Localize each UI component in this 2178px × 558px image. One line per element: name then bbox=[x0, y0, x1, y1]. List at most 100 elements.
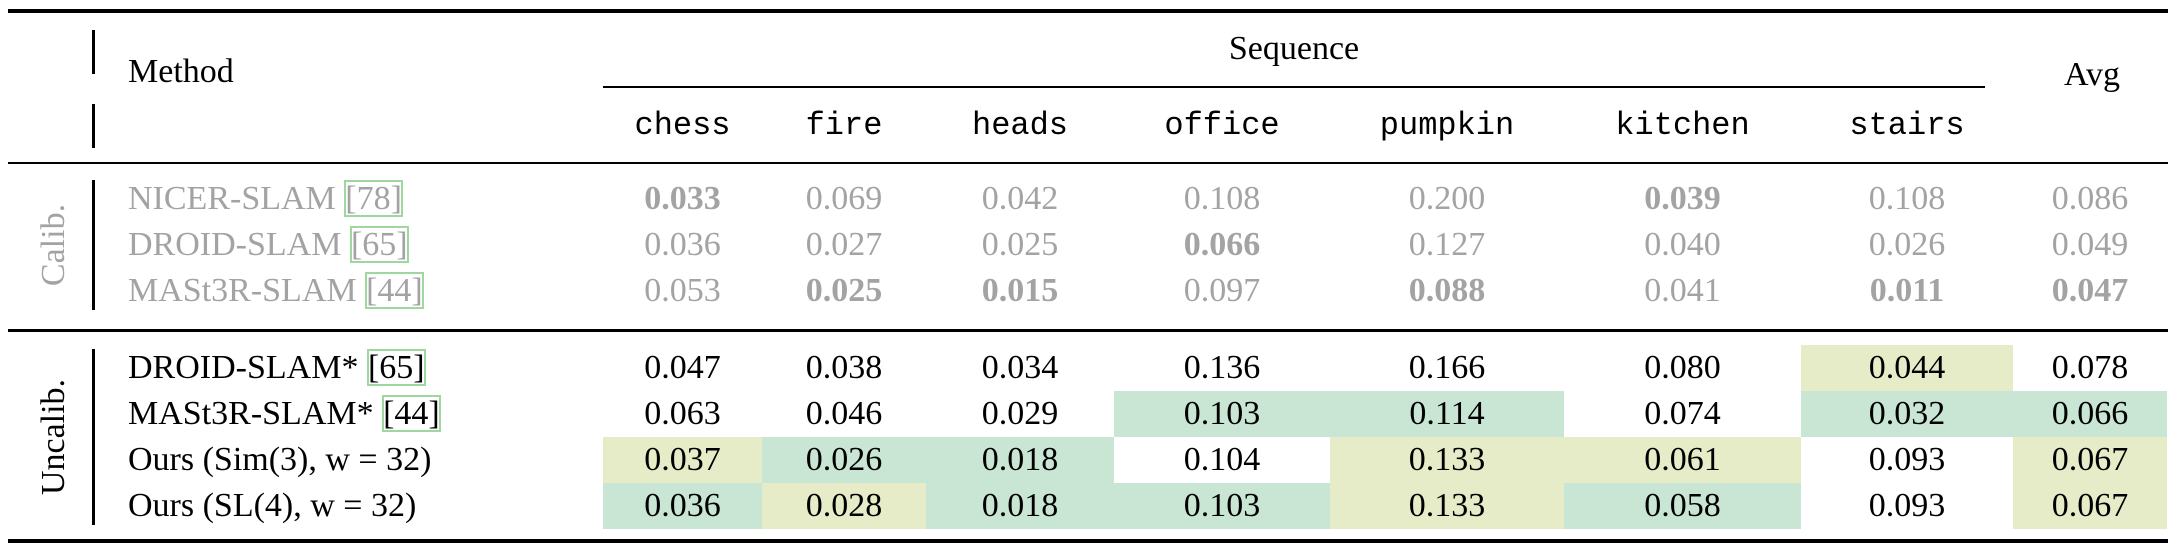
cell-value: 0.200 bbox=[1408, 180, 1486, 217]
method-name: DROID-SLAM [65] bbox=[128, 222, 409, 268]
cell-highlight bbox=[603, 437, 762, 483]
cell-value: 0.042 bbox=[981, 180, 1059, 217]
cell-highlight bbox=[1114, 391, 1330, 437]
cell-highlight bbox=[762, 483, 926, 529]
header-divider bbox=[92, 30, 95, 74]
group-label: Uncalib. bbox=[35, 378, 72, 496]
cell-value: 0.093 bbox=[1868, 487, 1946, 524]
group-divider bbox=[92, 349, 95, 525]
method-name: NICER-SLAM [78] bbox=[128, 176, 403, 222]
column-header: heads bbox=[971, 107, 1069, 144]
cell-highlight bbox=[2013, 437, 2167, 483]
cell-value: 0.029 bbox=[981, 395, 1059, 432]
bottom-rule bbox=[8, 539, 2168, 543]
method-text: NICER-SLAM bbox=[128, 180, 336, 217]
cell-value: 0.047 bbox=[2051, 272, 2129, 309]
cell-highlight bbox=[1114, 483, 1330, 529]
cell-value: 0.088 bbox=[1408, 272, 1486, 309]
column-header: fire bbox=[805, 107, 883, 144]
cell-value: 0.036 bbox=[644, 487, 721, 524]
cell-highlight bbox=[1330, 391, 1564, 437]
cell-value: 0.078 bbox=[2051, 349, 2129, 386]
cell-highlight bbox=[1330, 437, 1564, 483]
cell-value: 0.044 bbox=[1868, 349, 1946, 386]
method-name: DROID-SLAM* [65] bbox=[128, 345, 426, 391]
cell-value: 0.103 bbox=[1183, 487, 1261, 524]
cell-value: 0.033 bbox=[644, 180, 721, 217]
citation: [44] bbox=[365, 272, 424, 309]
cell-value: 0.166 bbox=[1408, 349, 1486, 386]
method-text: MASt3R-SLAM bbox=[128, 272, 357, 309]
column-header: office bbox=[1164, 107, 1280, 144]
cell-value: 0.047 bbox=[644, 349, 721, 386]
method-text: MASt3R-SLAM* bbox=[128, 395, 374, 432]
group-divider bbox=[92, 180, 95, 310]
cell-value: 0.086 bbox=[2051, 180, 2129, 217]
column-header: kitchen bbox=[1615, 107, 1750, 144]
sequence-rule bbox=[603, 86, 1985, 88]
cell-value: 0.025 bbox=[805, 272, 883, 309]
column-header: stairs bbox=[1849, 107, 1965, 144]
header-rule bbox=[8, 162, 2168, 164]
method-text: Ours (SL(4), w = 32) bbox=[128, 487, 417, 524]
citation: [65] bbox=[349, 226, 409, 263]
cell-value: 0.063 bbox=[644, 395, 721, 432]
cell-value: 0.053 bbox=[644, 272, 721, 309]
cell-value: 0.103 bbox=[1183, 395, 1261, 432]
cell-value: 0.027 bbox=[805, 226, 883, 263]
avg-header: Avg bbox=[2063, 56, 2121, 93]
cell-value: 0.041 bbox=[1644, 272, 1721, 309]
method-text: Ours (Sim(3), w = 32) bbox=[128, 441, 432, 478]
method-name: Ours (Sim(3), w = 32) bbox=[128, 437, 431, 483]
cell-value: 0.067 bbox=[2051, 441, 2129, 478]
cell-value: 0.028 bbox=[805, 487, 883, 524]
cell-value: 0.015 bbox=[981, 272, 1059, 309]
cell-value: 0.108 bbox=[1183, 180, 1261, 217]
cell-value: 0.104 bbox=[1183, 441, 1261, 478]
cell-value: 0.040 bbox=[1644, 226, 1721, 263]
cell-value: 0.069 bbox=[805, 180, 883, 217]
sequence-header: Sequence bbox=[1228, 30, 1360, 67]
cell-value: 0.097 bbox=[1183, 272, 1261, 309]
cell-value: 0.018 bbox=[981, 441, 1059, 478]
cell-highlight bbox=[1330, 483, 1564, 529]
cell-value: 0.032 bbox=[1868, 395, 1946, 432]
cell-value: 0.011 bbox=[1869, 272, 1945, 309]
cell-value: 0.093 bbox=[1868, 441, 1946, 478]
cell-highlight bbox=[1801, 391, 2013, 437]
method-text: DROID-SLAM bbox=[128, 226, 342, 263]
cell-value: 0.133 bbox=[1408, 441, 1486, 478]
citation: [78] bbox=[344, 180, 403, 217]
cell-value: 0.036 bbox=[644, 226, 721, 263]
method-name: MASt3R-SLAM* [44] bbox=[128, 391, 441, 437]
citation: [44] bbox=[382, 395, 441, 432]
header-divider bbox=[92, 104, 95, 148]
column-header: pumpkin bbox=[1379, 107, 1515, 144]
cell-value: 0.049 bbox=[2051, 226, 2129, 263]
cell-highlight bbox=[1564, 437, 1801, 483]
cell-highlight bbox=[762, 437, 926, 483]
cell-value: 0.114 bbox=[1409, 395, 1485, 432]
cell-value: 0.074 bbox=[1644, 395, 1721, 432]
group-label: Calib. bbox=[35, 203, 72, 287]
cell-value: 0.025 bbox=[981, 226, 1059, 263]
cell-value: 0.058 bbox=[1644, 487, 1721, 524]
cell-value: 0.046 bbox=[805, 395, 883, 432]
group-rule bbox=[8, 329, 2168, 332]
top-rule bbox=[8, 9, 2168, 13]
cell-highlight bbox=[926, 483, 1114, 529]
cell-value: 0.136 bbox=[1183, 349, 1261, 386]
cell-value: 0.133 bbox=[1408, 487, 1486, 524]
cell-value: 0.034 bbox=[981, 349, 1059, 386]
cell-value: 0.038 bbox=[805, 349, 883, 386]
cell-value: 0.066 bbox=[2051, 395, 2129, 432]
cell-value: 0.080 bbox=[1644, 349, 1721, 386]
cell-highlight bbox=[1564, 483, 1801, 529]
cell-value: 0.066 bbox=[1183, 226, 1261, 263]
cell-highlight bbox=[2013, 391, 2167, 437]
cell-value: 0.026 bbox=[1868, 226, 1946, 263]
citation: [65] bbox=[366, 349, 426, 386]
cell-value: 0.039 bbox=[1644, 180, 1721, 217]
cell-highlight bbox=[926, 437, 1114, 483]
